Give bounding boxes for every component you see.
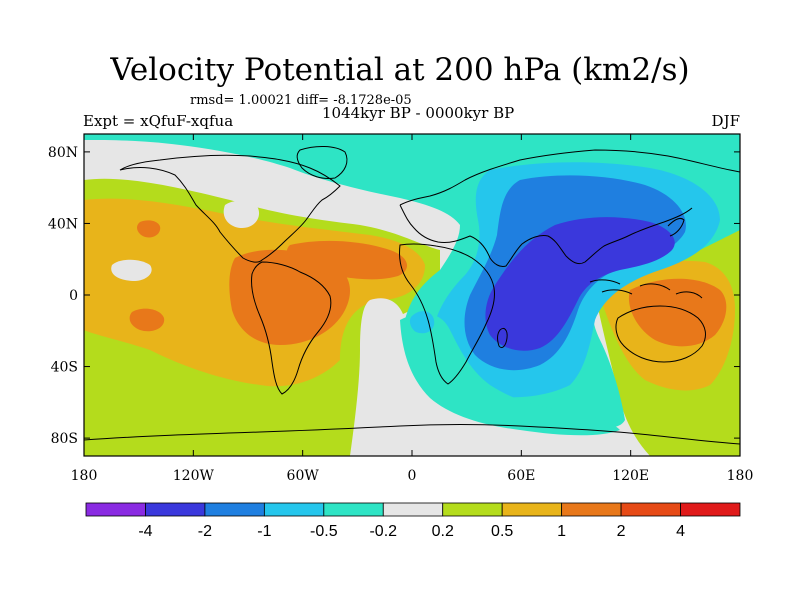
colorbar-label: 1 bbox=[557, 523, 566, 540]
coast-africa bbox=[399, 243, 495, 385]
colorbar: -4 -2 -1 -0.5 -0.2 0.2 0.5 1 2 4 bbox=[85, 502, 741, 540]
x-tick-label: 60W bbox=[287, 468, 320, 484]
coast-maritime-continent bbox=[589, 279, 703, 299]
x-tick-label: 180 bbox=[71, 468, 98, 484]
colorbar-swatch bbox=[680, 502, 741, 517]
colorbar-swatch bbox=[442, 502, 503, 517]
coast-madagascar bbox=[497, 327, 508, 349]
colorbar-swatch bbox=[382, 502, 444, 517]
field-strong-positive-atlantic bbox=[286, 240, 408, 280]
colorbar-swatch bbox=[561, 502, 622, 517]
colorbar-label: 2 bbox=[617, 523, 626, 540]
coast-south-america bbox=[251, 261, 332, 395]
colorbar-swatch bbox=[323, 502, 384, 517]
field-neutral-north-atlantic bbox=[280, 177, 450, 216]
x-tick-label: 60E bbox=[507, 468, 535, 484]
field-strong-positive-pacific-2 bbox=[129, 308, 165, 332]
y-tick-label: 40N bbox=[48, 216, 78, 232]
x-tick-label: 180 bbox=[727, 468, 754, 484]
y-tick-label: 80S bbox=[51, 431, 78, 447]
period-label: 1044kyr BP - 0000kyr BP bbox=[322, 104, 515, 122]
colorbar-label: -0.5 bbox=[310, 523, 338, 540]
field-very-strong-negative bbox=[485, 217, 675, 351]
experiment-label: Expt = xQfuF-xqfua bbox=[83, 112, 234, 130]
y-tick-label: 40S bbox=[51, 360, 78, 376]
colorbar-swatch bbox=[263, 502, 325, 517]
field-weak-negative-south-atlantic bbox=[400, 313, 620, 436]
y-tick-label: 80N bbox=[48, 145, 78, 161]
coast-greenland bbox=[296, 146, 348, 179]
colorbar-swatch bbox=[204, 502, 265, 517]
colorbar-label: 0.2 bbox=[432, 523, 454, 540]
coast-north-america bbox=[119, 154, 341, 263]
coast-eurasia bbox=[399, 149, 740, 267]
colorbar-label: 0.5 bbox=[491, 523, 513, 540]
coastlines bbox=[84, 146, 740, 445]
season-label: DJF bbox=[711, 112, 740, 130]
colorbar-swatch bbox=[85, 502, 146, 517]
field-strong-positive-south-america bbox=[229, 249, 350, 345]
x-tick-label: 120E bbox=[612, 468, 649, 484]
y-tick-label: 0 bbox=[69, 288, 78, 304]
colorbar-label: -4 bbox=[138, 523, 152, 540]
contour-field bbox=[84, 134, 740, 456]
x-axis: 180 120W 60W 0 60E 120E 180 bbox=[71, 134, 754, 484]
chart-title: Velocity Potential at 200 hPa (km2/s) bbox=[110, 52, 690, 88]
field-strong-positive-pacific-1 bbox=[137, 220, 161, 238]
y-axis: 80N 40N 0 40S 80S bbox=[48, 145, 740, 447]
stats-text: rmsd= 1.00021 diff= -8.1728e-05 bbox=[190, 93, 412, 108]
colorbar-swatch bbox=[620, 502, 681, 517]
coast-japan bbox=[667, 217, 685, 237]
x-tick-label: 120W bbox=[173, 468, 215, 484]
colorbar-swatch bbox=[501, 502, 563, 517]
colorbar-swatch bbox=[145, 502, 206, 517]
colorbar-label: -0.2 bbox=[369, 523, 397, 540]
field-neutral-pacific-patch bbox=[111, 259, 152, 281]
coast-antarctica bbox=[84, 424, 740, 445]
coast-australia bbox=[615, 305, 706, 363]
field-neg-patch-africa bbox=[409, 311, 435, 334]
field-neutral-arctic-west bbox=[84, 150, 260, 186]
field-neutral-north-america bbox=[223, 200, 260, 228]
colorbar-label: -2 bbox=[198, 523, 212, 540]
colorbar-label: -1 bbox=[257, 523, 271, 540]
colorbar-label: 4 bbox=[676, 523, 685, 540]
field-strong-positive-australia bbox=[628, 278, 727, 347]
x-tick-label: 0 bbox=[408, 468, 417, 484]
